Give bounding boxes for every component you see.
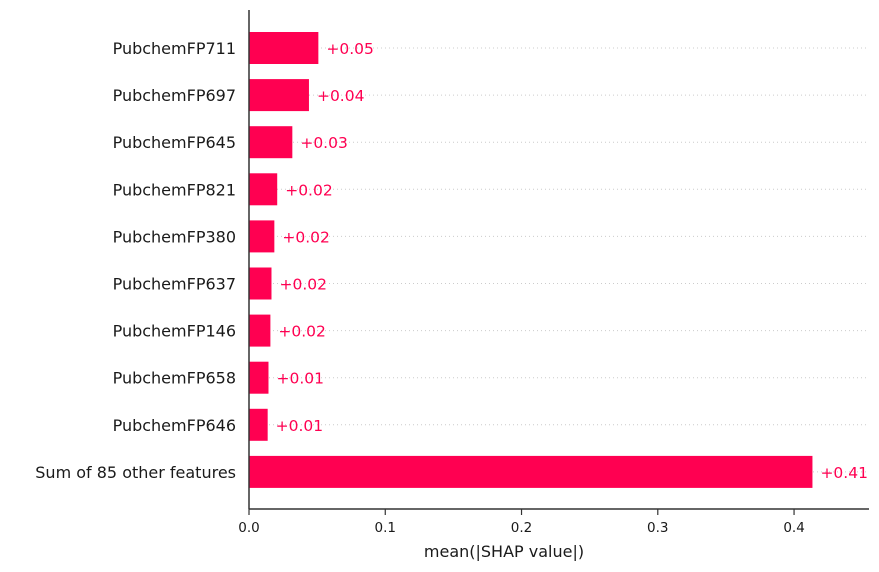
- x-tick-label: 0.3: [647, 520, 668, 536]
- grid-lines: [249, 47, 869, 473]
- category-label: PubchemFP646: [113, 416, 236, 435]
- bar: [249, 32, 319, 64]
- x-tick-label: 0.1: [375, 520, 396, 536]
- category-label: PubchemFP711: [113, 39, 236, 58]
- value-label: +0.01: [276, 370, 324, 388]
- category-label: PubchemFP380: [113, 227, 236, 246]
- bar: [249, 267, 272, 300]
- bar: [249, 126, 293, 159]
- category-label: PubchemFP146: [113, 322, 236, 341]
- bar: [249, 173, 278, 206]
- category-label: PubchemFP658: [113, 369, 236, 388]
- bar: [249, 314, 271, 347]
- value-label: +0.05: [326, 40, 374, 58]
- axes: [248, 10, 869, 510]
- category-label: PubchemFP645: [113, 133, 236, 152]
- value-label: +0.04: [317, 87, 365, 105]
- value-label: +0.02: [279, 276, 327, 294]
- value-label: +0.03: [300, 134, 348, 152]
- category-label: PubchemFP637: [113, 275, 236, 294]
- x-tick-label: 0.0: [238, 520, 259, 536]
- x-axis-label: mean(|SHAP value|): [424, 542, 584, 561]
- x-ticks: 0.0 0.1 0.2 0.3 0.4: [238, 509, 805, 536]
- bar: [249, 408, 268, 441]
- x-tick-label: 0.2: [511, 520, 532, 536]
- x-tick-label: 0.4: [783, 520, 804, 536]
- category-label: PubchemFP821: [113, 180, 236, 199]
- value-labels: +0.05 +0.04 +0.03 +0.02 +0.02 +0.02 +0.02 +0.01…: [276, 40, 868, 482]
- category-label: PubchemFP697: [113, 86, 236, 105]
- category-label: Sum of 85 other features: [35, 463, 236, 482]
- value-label: +0.02: [285, 181, 333, 199]
- value-label: +0.02: [282, 228, 330, 246]
- bar: [249, 361, 269, 394]
- bar: [249, 455, 813, 488]
- value-label: +0.02: [278, 323, 326, 341]
- bar: [249, 220, 275, 253]
- value-label: +0.01: [276, 417, 324, 435]
- category-labels: PubchemFP711 PubchemFP697 PubchemFP645 Pubc…: [35, 39, 236, 482]
- bar: [249, 79, 309, 112]
- bars: [249, 32, 813, 488]
- value-label: +0.41: [820, 464, 868, 482]
